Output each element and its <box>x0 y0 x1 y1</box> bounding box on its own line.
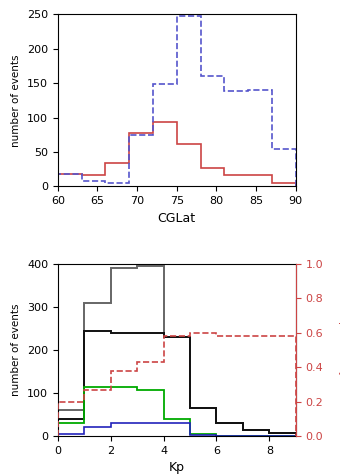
Y-axis label: number of events: number of events <box>12 304 21 396</box>
X-axis label: CGLat: CGLat <box>158 212 196 225</box>
Y-axis label: number of events: number of events <box>12 54 21 146</box>
X-axis label: Kp: Kp <box>169 461 185 474</box>
Y-axis label: probability: probability <box>337 322 340 378</box>
